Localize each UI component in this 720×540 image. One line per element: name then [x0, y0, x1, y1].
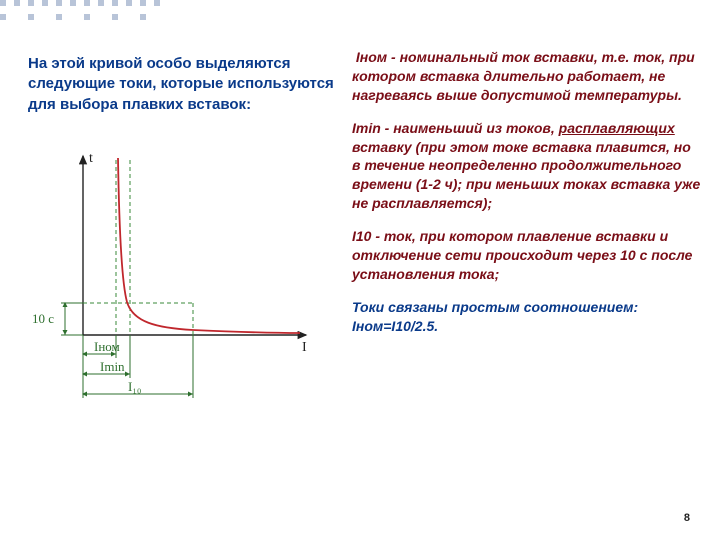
- svg-text:I₁₀: I₁₀: [128, 379, 141, 394]
- relation-expr: Iном=I10/2.5.: [352, 318, 438, 334]
- def-imin-post: вставку (при этом токе вставка плавится,…: [352, 139, 700, 212]
- def-inom-label: Iном: [356, 49, 387, 65]
- def-inom-text: - номинальный ток вставки, т.е. ток, при…: [352, 49, 695, 103]
- def-imin-label: Imin: [352, 120, 381, 136]
- svg-text:Imin: Imin: [100, 359, 125, 374]
- relation: Токи связаны простым соотношением: Iном=…: [352, 298, 702, 336]
- svg-text:Iном: Iном: [94, 339, 120, 354]
- header-text: На этой кривой особо выделяются следующи…: [28, 54, 338, 115]
- svg-text:I: I: [302, 340, 307, 355]
- background-dots: [0, 0, 280, 14]
- def-i10: I10 - ток, при котором плавление вставки…: [352, 227, 702, 284]
- def-inom: Iном - номинальный ток вставки, т.е. ток…: [352, 48, 702, 105]
- relation-pre: Токи связаны простым соотношением:: [352, 299, 638, 315]
- chart: t I 10 c Iном IminI₁₀: [28, 150, 318, 410]
- def-imin-pre: - наименьший из токов,: [381, 120, 559, 136]
- svg-text:10 c: 10 c: [32, 311, 54, 326]
- definitions-column: Iном - номинальный ток вставки, т.е. ток…: [352, 48, 702, 350]
- def-imin: Imin - наименьший из токов, расплавляющи…: [352, 119, 702, 213]
- page-number: 8: [684, 512, 690, 524]
- def-imin-underlined: расплавляющих: [559, 120, 675, 136]
- def-i10-text: - ток, при котором плавление вставки и о…: [352, 228, 692, 282]
- def-i10-label: I10: [352, 228, 371, 244]
- svg-text:t: t: [89, 151, 93, 166]
